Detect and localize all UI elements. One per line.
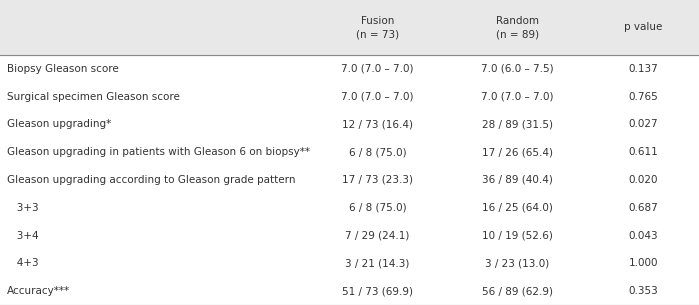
Text: Gleason upgrading*: Gleason upgrading*	[7, 119, 111, 129]
Text: 0.027: 0.027	[628, 119, 658, 129]
Text: 6 / 8 (75.0): 6 / 8 (75.0)	[349, 203, 406, 213]
Text: Accuracy***: Accuracy***	[7, 286, 70, 296]
Text: 56 / 89 (62.9): 56 / 89 (62.9)	[482, 286, 553, 296]
Text: 1.000: 1.000	[628, 258, 658, 268]
Text: Gleason upgrading according to Gleason grade pattern: Gleason upgrading according to Gleason g…	[7, 175, 296, 185]
Text: 0.611: 0.611	[628, 147, 658, 157]
Text: Surgical specimen Gleason score: Surgical specimen Gleason score	[7, 92, 180, 102]
Bar	[0, 0, 699, 55]
Text: 7 / 29 (24.1): 7 / 29 (24.1)	[345, 231, 410, 241]
Text: 3+3: 3+3	[7, 203, 38, 213]
Text: 0.043: 0.043	[628, 231, 658, 241]
Text: Fusion
(n = 73): Fusion (n = 73)	[356, 16, 399, 39]
Text: Gleason upgrading in patients with Gleason 6 on biopsy**: Gleason upgrading in patients with Gleas…	[7, 147, 310, 157]
Text: 6 / 8 (75.0): 6 / 8 (75.0)	[349, 147, 406, 157]
Text: 36 / 89 (40.4): 36 / 89 (40.4)	[482, 175, 553, 185]
Text: 51 / 73 (69.9): 51 / 73 (69.9)	[342, 286, 413, 296]
Text: 7.0 (7.0 – 7.0): 7.0 (7.0 – 7.0)	[341, 92, 414, 102]
Text: 17 / 73 (23.3): 17 / 73 (23.3)	[342, 175, 413, 185]
Text: 3+4: 3+4	[7, 231, 38, 241]
Text: 0.353: 0.353	[628, 286, 658, 296]
Text: 0.765: 0.765	[628, 92, 658, 102]
Text: 10 / 19 (52.6): 10 / 19 (52.6)	[482, 231, 553, 241]
Text: 4+3: 4+3	[7, 258, 38, 268]
Text: 7.0 (7.0 – 7.0): 7.0 (7.0 – 7.0)	[341, 64, 414, 74]
Text: 28 / 89 (31.5): 28 / 89 (31.5)	[482, 119, 553, 129]
Text: 0.137: 0.137	[628, 64, 658, 74]
Text: 7.0 (6.0 – 7.5): 7.0 (6.0 – 7.5)	[481, 64, 554, 74]
Text: 0.020: 0.020	[628, 175, 658, 185]
Text: Biopsy Gleason score: Biopsy Gleason score	[7, 64, 119, 74]
Text: 0.687: 0.687	[628, 203, 658, 213]
Text: p value: p value	[624, 23, 662, 32]
Text: 16 / 25 (64.0): 16 / 25 (64.0)	[482, 203, 553, 213]
Text: 7.0 (7.0 – 7.0): 7.0 (7.0 – 7.0)	[481, 92, 554, 102]
Text: 17 / 26 (65.4): 17 / 26 (65.4)	[482, 147, 553, 157]
Text: 3 / 21 (14.3): 3 / 21 (14.3)	[345, 258, 410, 268]
Text: 12 / 73 (16.4): 12 / 73 (16.4)	[342, 119, 413, 129]
Text: Random
(n = 89): Random (n = 89)	[496, 16, 539, 39]
Text: 3 / 23 (13.0): 3 / 23 (13.0)	[485, 258, 549, 268]
